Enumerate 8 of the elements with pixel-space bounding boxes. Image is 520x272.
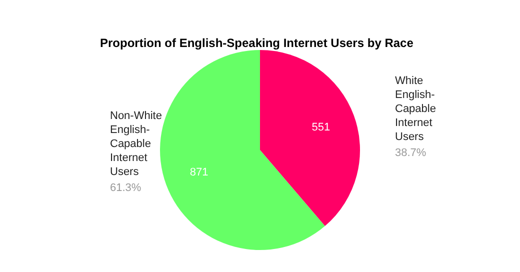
text: 61.3% (110, 182, 142, 194)
data-label: 551 (312, 122, 330, 134)
slice-label: Non-White English-Capable Internet Users (110, 110, 162, 178)
chart-title: Proportion of English-Speaking Internet Users by Race (100, 36, 414, 50)
pie-slice (260, 50, 360, 226)
slice-label: White English-Capable Internet Users (395, 75, 436, 143)
text: 38.7% (395, 147, 426, 159)
data-label: 871 (190, 166, 208, 178)
